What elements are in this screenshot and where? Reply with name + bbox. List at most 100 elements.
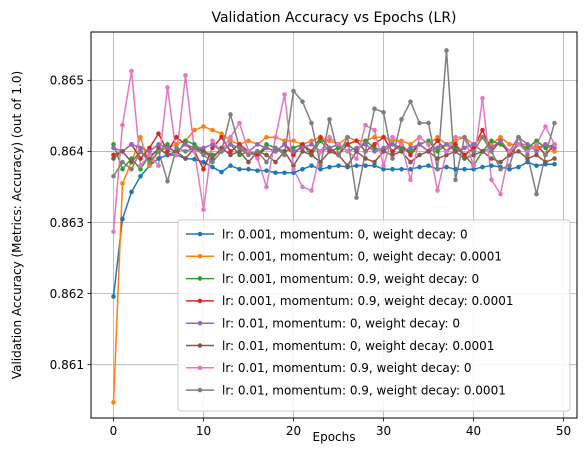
data-point bbox=[372, 142, 377, 147]
data-point bbox=[372, 127, 377, 133]
data-point bbox=[354, 163, 359, 168]
legend-label: lr: 0.01, momentum: 0.9, weight decay: 0… bbox=[222, 383, 506, 397]
data-point bbox=[534, 163, 539, 168]
x-tick-label: 0 bbox=[110, 424, 118, 438]
data-point bbox=[237, 145, 242, 151]
data-point bbox=[390, 142, 395, 147]
data-point bbox=[408, 145, 413, 151]
legend-label: lr: 0.001, momentum: 0.9, weight decay: … bbox=[222, 294, 513, 308]
data-point bbox=[408, 152, 413, 158]
data-point bbox=[417, 164, 422, 170]
data-point bbox=[201, 207, 206, 213]
data-point bbox=[192, 145, 197, 151]
data-point bbox=[246, 152, 251, 158]
data-point bbox=[300, 184, 305, 190]
data-point bbox=[111, 400, 116, 405]
data-point bbox=[471, 163, 476, 168]
data-point bbox=[174, 134, 179, 140]
data-point bbox=[201, 166, 206, 172]
data-point bbox=[309, 149, 314, 154]
data-point bbox=[237, 120, 242, 126]
data-point bbox=[255, 149, 260, 154]
data-point bbox=[363, 149, 368, 154]
data-point bbox=[399, 142, 404, 147]
legend-item: lr: 0.001, momentum: 0, weight decay: 0 bbox=[186, 227, 468, 241]
data-point bbox=[246, 138, 251, 144]
data-point bbox=[435, 145, 440, 151]
data-point bbox=[183, 142, 188, 147]
plot-frame bbox=[90, 31, 578, 419]
data-point bbox=[219, 131, 224, 136]
legend-item: lr: 0.01, momentum: 0.9, weight decay: 0… bbox=[186, 383, 506, 397]
data-point bbox=[120, 181, 125, 186]
data-point bbox=[129, 159, 134, 165]
data-point bbox=[201, 145, 206, 151]
data-point bbox=[192, 127, 197, 133]
data-point bbox=[489, 163, 494, 168]
data-point bbox=[138, 174, 143, 179]
series-points-7 bbox=[111, 68, 557, 235]
data-point bbox=[273, 170, 278, 176]
data-point bbox=[534, 191, 539, 197]
data-point bbox=[183, 138, 188, 144]
data-point bbox=[291, 88, 296, 94]
data-point bbox=[282, 138, 287, 144]
data-point bbox=[417, 152, 422, 158]
data-point bbox=[543, 124, 548, 129]
y-tick-label: 0.865 bbox=[50, 74, 84, 88]
data-point bbox=[543, 145, 548, 151]
data-point bbox=[480, 95, 485, 101]
data-point bbox=[489, 138, 494, 144]
data-point bbox=[408, 149, 413, 154]
data-point bbox=[165, 145, 170, 151]
data-point bbox=[156, 163, 161, 168]
data-point bbox=[237, 142, 242, 147]
data-point bbox=[264, 168, 269, 173]
data-point bbox=[111, 145, 116, 151]
chart-title: Validation Accuracy vs Epochs (LR) bbox=[211, 10, 456, 26]
x-tick-label: 30 bbox=[376, 424, 391, 438]
data-point bbox=[264, 142, 269, 147]
data-point bbox=[408, 177, 413, 183]
data-point bbox=[309, 152, 314, 158]
data-point bbox=[543, 152, 548, 158]
data-point bbox=[309, 142, 314, 147]
data-point bbox=[444, 48, 449, 53]
data-point bbox=[138, 156, 143, 161]
data-point bbox=[228, 152, 233, 158]
series-points-6 bbox=[111, 145, 557, 168]
data-point bbox=[507, 142, 512, 147]
data-point bbox=[120, 216, 125, 222]
legend-label: lr: 0.001, momentum: 0, weight decay: 0 bbox=[222, 227, 468, 241]
data-point bbox=[354, 145, 359, 151]
data-point bbox=[174, 142, 179, 147]
data-point bbox=[192, 142, 197, 147]
data-point bbox=[390, 156, 395, 161]
data-point bbox=[426, 149, 431, 154]
data-point bbox=[453, 142, 458, 147]
data-point bbox=[111, 294, 116, 299]
data-point bbox=[336, 163, 341, 168]
data-point bbox=[318, 163, 323, 168]
data-point bbox=[507, 163, 512, 168]
data-point bbox=[282, 92, 287, 97]
data-point bbox=[165, 85, 170, 90]
data-point bbox=[129, 156, 134, 161]
data-point bbox=[471, 142, 476, 147]
data-point bbox=[525, 159, 530, 165]
legend-label: lr: 0.01, momentum: 0, weight decay: 0 bbox=[222, 317, 460, 331]
data-point bbox=[291, 145, 296, 151]
data-point bbox=[471, 145, 476, 151]
data-point bbox=[318, 149, 323, 154]
data-point bbox=[210, 127, 215, 133]
y-axis-label: Validation Accuracy (Metrics: Accuracy) … bbox=[10, 71, 24, 379]
data-point bbox=[426, 163, 431, 168]
data-point bbox=[174, 145, 179, 151]
data-point bbox=[471, 152, 476, 158]
data-point bbox=[507, 166, 512, 172]
data-point bbox=[489, 145, 494, 151]
data-point bbox=[201, 159, 206, 165]
data-point bbox=[255, 152, 260, 158]
data-point bbox=[399, 138, 404, 144]
data-point bbox=[489, 177, 494, 183]
